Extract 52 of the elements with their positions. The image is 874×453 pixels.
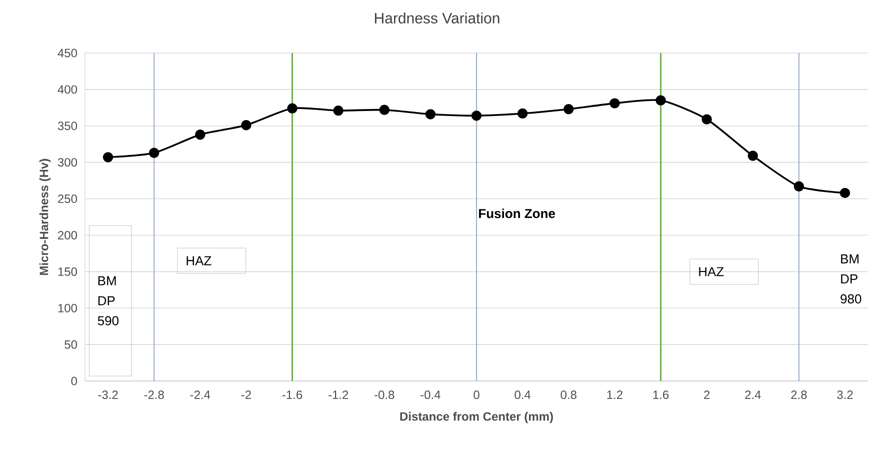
chart-title: Hardness Variation xyxy=(375,12,500,24)
point xyxy=(287,103,298,114)
x-tick-label: 0.4 xyxy=(514,390,531,400)
y-tick-label: 200 xyxy=(58,230,78,240)
point xyxy=(333,105,344,116)
x-tick-label: 2 xyxy=(704,390,710,399)
point xyxy=(102,152,114,162)
x-tick-label: -2.8 xyxy=(144,390,164,400)
point xyxy=(379,104,390,115)
point xyxy=(425,109,436,120)
x-tick-label: 1.2 xyxy=(607,390,622,399)
x-axis-title: Distance from Center (mm) xyxy=(400,412,553,424)
point xyxy=(517,108,528,119)
point xyxy=(610,98,620,108)
y-tick-label: 0 xyxy=(71,376,78,386)
point xyxy=(794,181,804,192)
y-tick-label: 150 xyxy=(58,267,78,276)
x-tick-label: -3.2 xyxy=(98,390,118,400)
point xyxy=(702,114,712,124)
x-tick-label: -1.2 xyxy=(328,390,348,399)
x-tick-label: -0.4 xyxy=(420,390,440,400)
x-tick-label: 1.6 xyxy=(653,390,669,400)
x-tick-label: -2 xyxy=(241,390,251,399)
y-tick-label: 100 xyxy=(58,304,78,312)
x-tick-label: 2.8 xyxy=(791,390,807,400)
point xyxy=(195,130,206,140)
y-tick-label: 450 xyxy=(58,48,78,58)
y-tick-label: 300 xyxy=(58,158,78,167)
x-tick-label: -2.4 xyxy=(190,390,210,399)
annotation: HAZ xyxy=(699,267,724,276)
point xyxy=(148,148,160,158)
x-tick-label: 3.2 xyxy=(837,390,853,400)
x-tick-label: 2.4 xyxy=(745,390,761,399)
x-tick-label: 0 xyxy=(474,390,480,400)
point xyxy=(748,150,758,161)
x-tick-label: -0.8 xyxy=(374,390,394,400)
y-tick-label: 50 xyxy=(64,340,78,349)
point xyxy=(840,188,850,198)
annotation: Fusion Zone xyxy=(479,208,556,218)
point xyxy=(241,120,252,130)
y-tick-label: 400 xyxy=(58,85,78,94)
annotation: BM DP 980 xyxy=(840,254,862,304)
annotation: HAZ xyxy=(186,256,212,266)
y-tick-label: 250 xyxy=(58,194,78,204)
annotation: BM DP 590 xyxy=(98,276,119,326)
point xyxy=(471,110,482,121)
y-axis-title: Micro-Hardness (Hv) xyxy=(39,158,51,275)
y-tick-label: 350 xyxy=(58,122,78,130)
point xyxy=(564,104,574,114)
x-tick-label: -1.6 xyxy=(282,390,302,400)
x-tick-label: 0.8 xyxy=(560,390,576,400)
point xyxy=(656,95,666,106)
